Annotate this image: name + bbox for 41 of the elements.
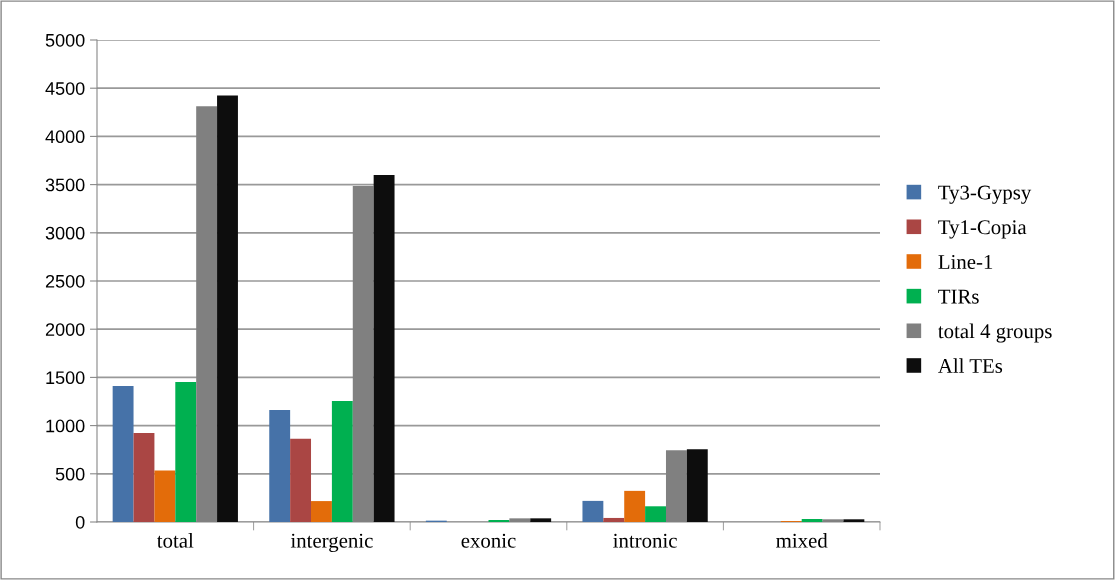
bar bbox=[373, 174, 395, 522]
bar bbox=[582, 500, 604, 522]
bar bbox=[154, 470, 176, 522]
bar bbox=[603, 517, 625, 522]
x-tick-label: intronic bbox=[613, 533, 677, 548]
x-tick-label: exonic bbox=[461, 533, 516, 548]
legend-label: All TEs bbox=[938, 358, 1003, 373]
y-tick-label: 4000 bbox=[45, 130, 85, 144]
bar bbox=[217, 95, 238, 522]
y-tick-label: 500 bbox=[55, 467, 85, 481]
y-tick-label: 1500 bbox=[46, 371, 85, 385]
y-tick-label: 3500 bbox=[45, 178, 85, 192]
bar bbox=[175, 382, 197, 522]
legend-label: Ty1-Copia bbox=[938, 220, 1027, 239]
legend-label: total 4 groups bbox=[938, 323, 1052, 343]
y-tick-label: 0 bbox=[75, 515, 85, 529]
bar bbox=[290, 438, 312, 522]
y-tick-label: 5000 bbox=[45, 33, 85, 47]
bar bbox=[645, 506, 666, 522]
bar bbox=[686, 449, 708, 522]
bar bbox=[530, 518, 552, 522]
legend-label: Ty3-Gypsy bbox=[938, 185, 1032, 204]
bar bbox=[133, 433, 155, 522]
x-tick-label: intergenic bbox=[290, 533, 373, 552]
legend-label: Line-1 bbox=[938, 254, 993, 269]
bar bbox=[801, 519, 823, 522]
bar bbox=[624, 490, 646, 522]
bar bbox=[843, 519, 865, 522]
y-tick-label: 2000 bbox=[45, 323, 85, 336]
bar bbox=[269, 409, 291, 522]
bar bbox=[311, 501, 332, 522]
bar bbox=[112, 385, 134, 522]
bar bbox=[331, 400, 353, 522]
x-tick-label: total bbox=[156, 533, 194, 548]
y-tick-label: 1000 bbox=[46, 419, 85, 433]
bar bbox=[488, 519, 510, 522]
legend-label: TIRs bbox=[938, 289, 979, 304]
y-tick-label: 4500 bbox=[45, 82, 85, 95]
y-tick-label: 2500 bbox=[45, 274, 85, 288]
y-tick-label: 3000 bbox=[45, 226, 85, 240]
x-tick-label: mixed bbox=[776, 533, 828, 548]
